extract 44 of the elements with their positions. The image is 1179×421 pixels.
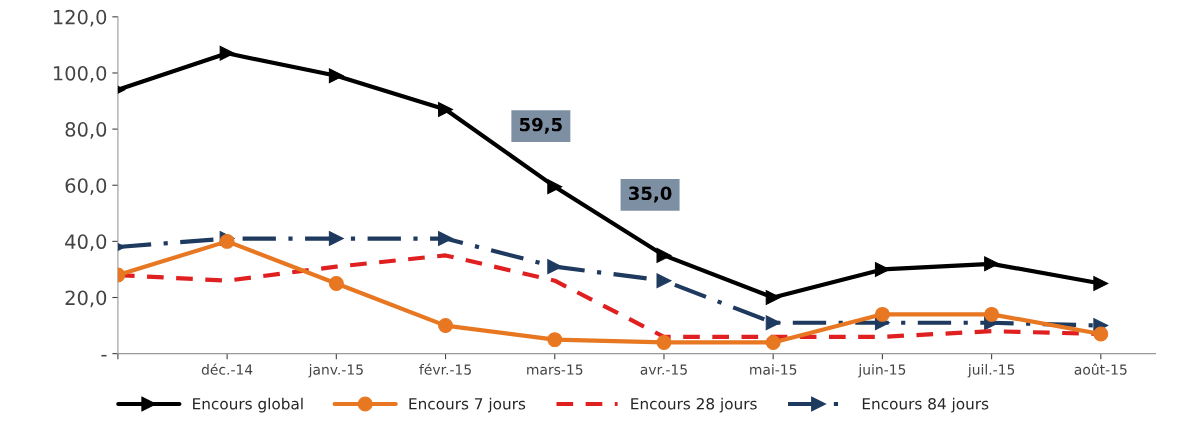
legend-label: Encours 84 jours <box>862 397 989 413</box>
x-tick-label: janv.-15 <box>308 364 363 378</box>
point <box>1093 326 1109 342</box>
point <box>547 332 563 348</box>
point <box>656 273 672 289</box>
legend-label: Encours 28 jours <box>631 397 757 413</box>
point <box>328 276 344 291</box>
y-tick-label: 120,0 <box>53 9 107 27</box>
data-label: 35,0 <box>629 186 672 203</box>
y-tick-label: 60,0 <box>65 178 107 195</box>
x-tick-label: mai-15 <box>750 364 797 375</box>
point <box>438 318 453 334</box>
point <box>984 256 1000 272</box>
data-label: 59,5 <box>519 117 562 134</box>
y-tick-label: 20,0 <box>65 290 107 308</box>
y-tick-label: 100,0 <box>53 65 107 83</box>
point <box>984 306 1000 322</box>
point <box>656 334 672 350</box>
point <box>438 102 453 117</box>
point <box>438 231 453 247</box>
y-tick-label: - <box>101 354 107 357</box>
point <box>1093 276 1109 291</box>
x-tick-label: juin-15 <box>858 364 906 378</box>
x-tick-label: avr.-15 <box>640 364 687 375</box>
point <box>328 68 344 84</box>
y-tick-label: 40,0 <box>65 234 107 252</box>
y-tick-label: 80,0 <box>65 122 107 139</box>
x-tick-label: août-15 <box>1074 363 1127 375</box>
x-tick-label: juil.-15 <box>967 364 1015 378</box>
legend-label: Encours 7 jours <box>409 397 526 413</box>
point <box>874 306 890 322</box>
x-tick-label: févr.-15 <box>419 363 471 375</box>
legend-label: Encours global <box>193 397 303 413</box>
x-tick-label: déc.-14 <box>201 363 253 375</box>
point <box>219 45 235 61</box>
point <box>547 259 563 275</box>
point <box>765 334 781 350</box>
point <box>328 231 344 247</box>
point <box>547 179 563 195</box>
point <box>765 315 781 331</box>
point <box>656 247 672 263</box>
point <box>874 261 890 277</box>
point <box>765 290 781 305</box>
x-tick-label: mars-15 <box>527 364 583 375</box>
